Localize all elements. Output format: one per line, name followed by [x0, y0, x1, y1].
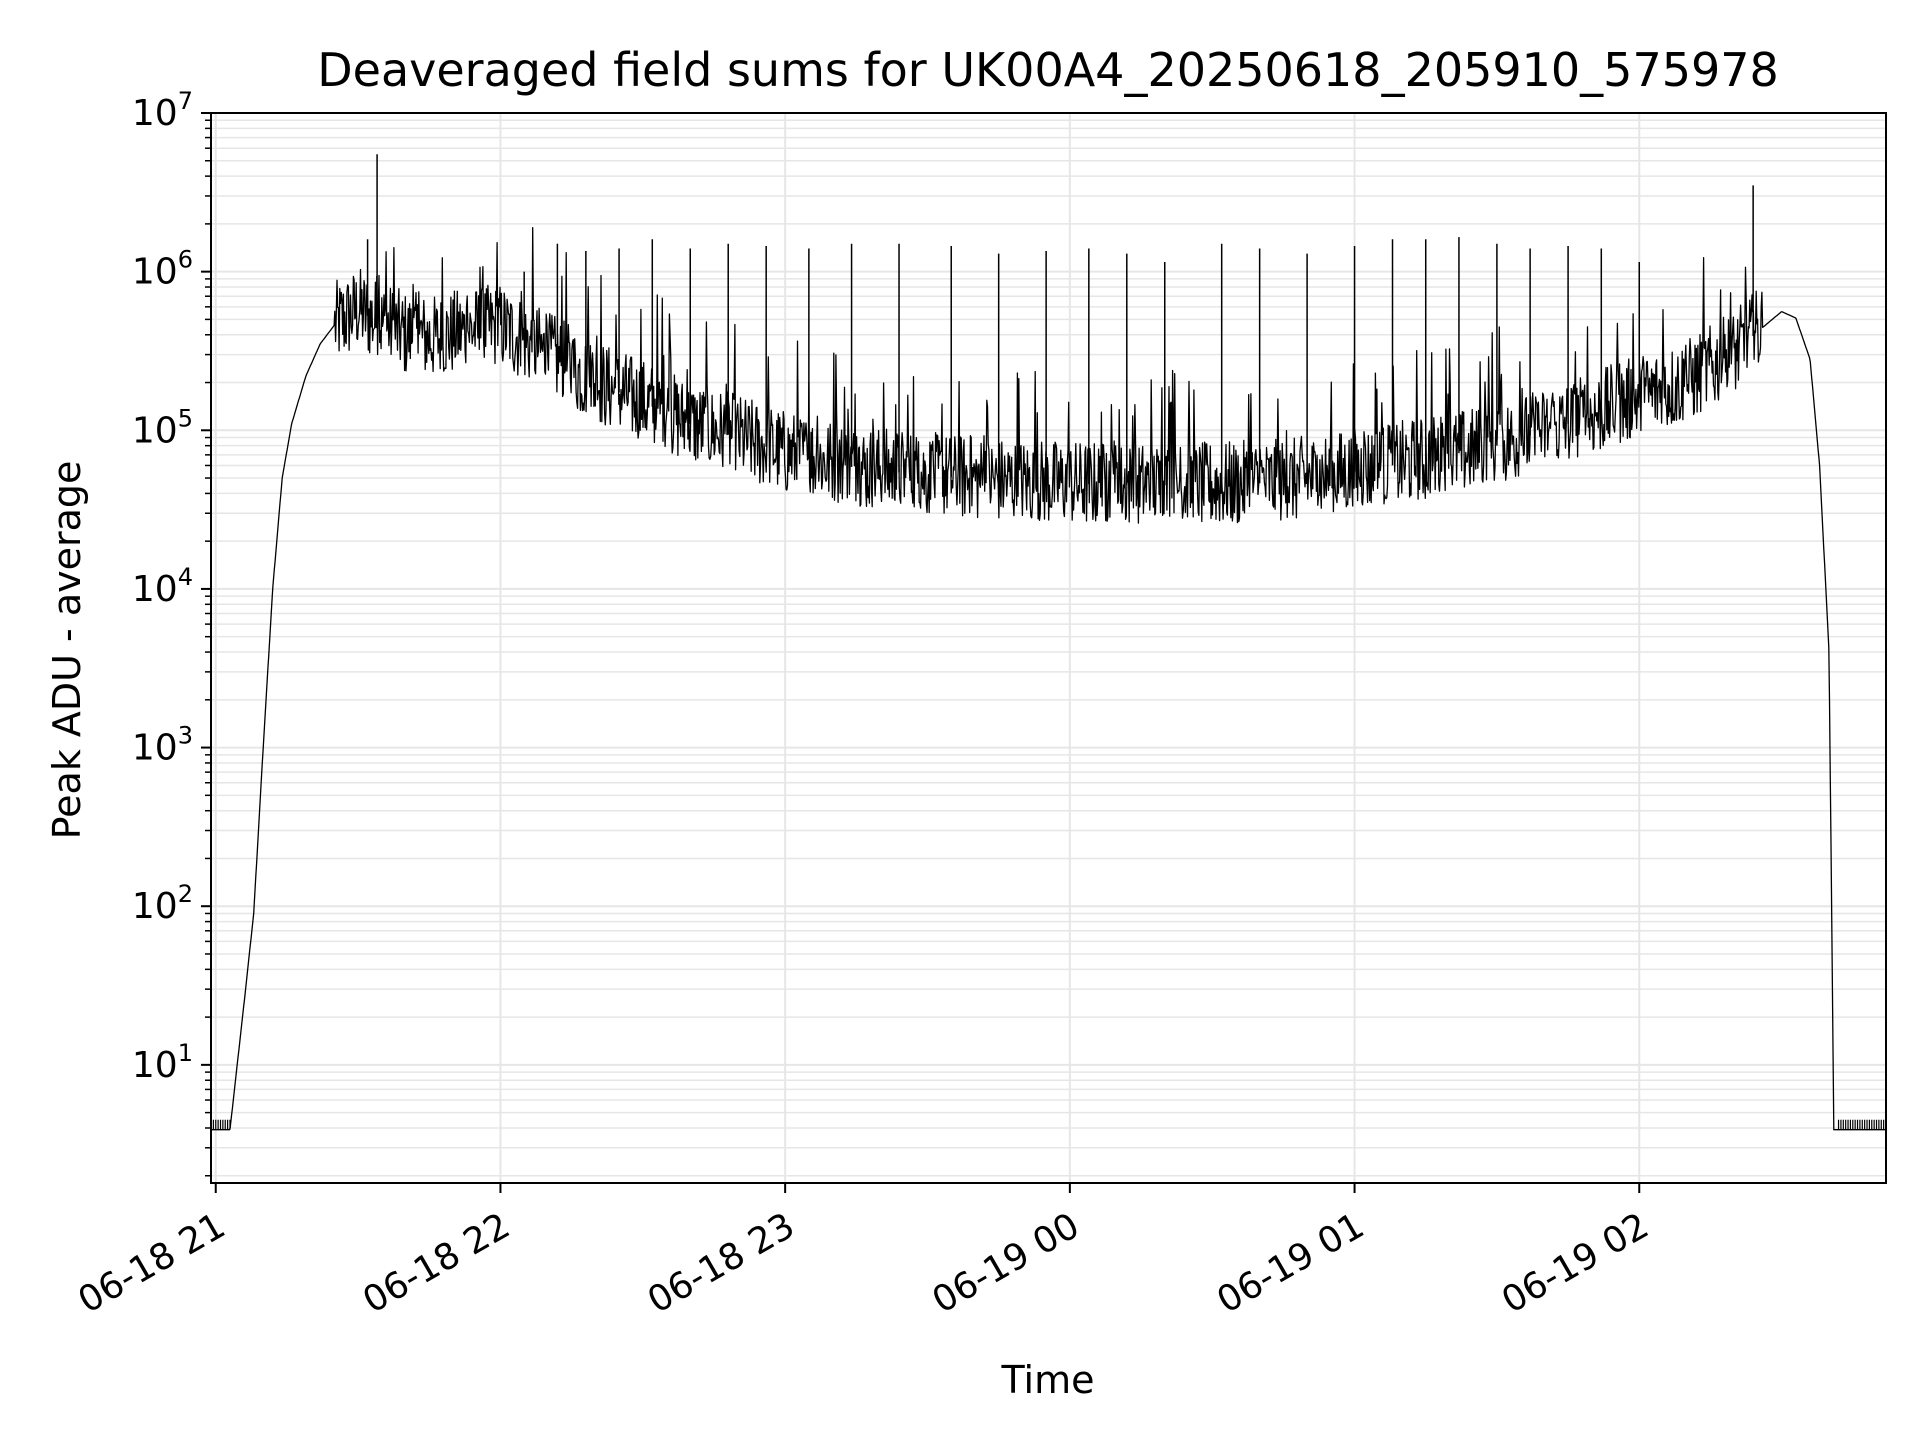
y-axis-ticks: 101 102 103 104 105 106 107 [132, 87, 211, 1177]
gridlines [211, 112, 1886, 1183]
x-axis-label: Time [1001, 1358, 1095, 1402]
y-tick-label: 105 [132, 404, 193, 451]
y-tick-label: 101 [132, 1039, 193, 1086]
y-axis-label: Peak ADU - average [45, 461, 89, 840]
chart-title: Deaveraged field sums for UK00A4_2025061… [317, 43, 1779, 97]
y-tick-label: 106 [132, 246, 193, 293]
plot-frame [210, 112, 1887, 1184]
y-tick-label: 103 [132, 722, 193, 769]
y-tick-label: 104 [132, 563, 193, 610]
y-tick-label: 107 [132, 87, 193, 134]
series-line [211, 227, 1886, 1131]
series-layer [210, 154, 1887, 1131]
y-tick-label: 102 [132, 880, 193, 927]
